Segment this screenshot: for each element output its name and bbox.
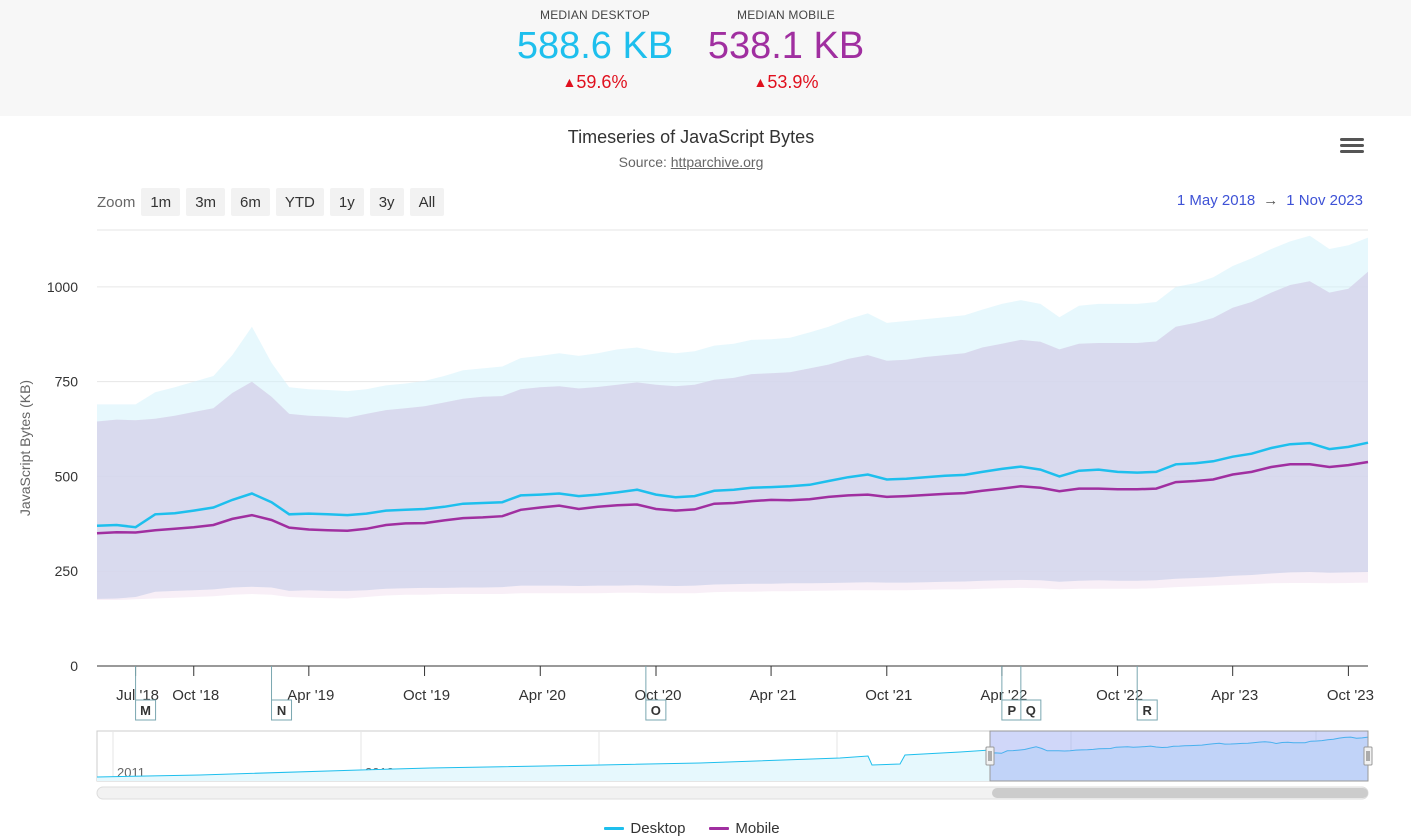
x-tick-label: Oct '18 xyxy=(172,687,219,704)
legend-swatch-mobile xyxy=(709,827,730,830)
x-tick-label: Apr '20 xyxy=(519,687,566,704)
y-tick-label: 500 xyxy=(55,468,79,484)
legend-item-mobile[interactable]: Mobile xyxy=(709,820,780,837)
flag-label[interactable]: M xyxy=(140,703,151,718)
chart-title: Timeseries of JavaScript Bytes xyxy=(567,127,815,147)
x-tick-label: Oct '19 xyxy=(403,687,450,704)
flag-label[interactable]: Q xyxy=(1026,703,1036,718)
zoom-1m-button[interactable]: 1m xyxy=(141,188,181,216)
y-tick-label: 250 xyxy=(55,563,79,579)
up-triangle-icon: ▲ xyxy=(753,74,768,90)
zoom-all-button[interactable]: All xyxy=(409,188,445,216)
legend-item-desktop[interactable]: Desktop xyxy=(604,820,685,837)
x-tick-label: Oct '22 xyxy=(1096,687,1143,704)
mobile-series-line[interactable] xyxy=(96,460,1369,535)
median-mobile-label: MEDIAN MOBILE xyxy=(737,8,835,22)
range-to[interactable]: 1 Nov 2023 xyxy=(1286,192,1363,209)
median-mobile-change-value: 53.9% xyxy=(767,72,819,92)
navigator-selection[interactable] xyxy=(989,730,1369,782)
x-tick-label: Apr '23 xyxy=(1211,687,1258,704)
x-tick-label: Apr '19 xyxy=(287,687,334,704)
flag-box[interactable] xyxy=(645,699,667,721)
legend-label-mobile: Mobile xyxy=(735,820,780,837)
median-desktop-change-value: 59.6% xyxy=(576,72,628,92)
median-desktop-metric: MEDIAN DESKTOP 588.6 KB ▲59.6% xyxy=(505,8,685,93)
chart-subtitle: Source: httparchive.org xyxy=(0,154,1382,170)
zoom-1y-button[interactable]: 1y xyxy=(329,188,364,216)
hamburger-menu-icon[interactable] xyxy=(1340,138,1364,156)
navigator-area xyxy=(97,737,1368,781)
median-desktop-change: ▲59.6% xyxy=(505,72,685,93)
desktop-series-line[interactable] xyxy=(96,441,1369,529)
flag-label[interactable]: O xyxy=(651,703,661,718)
overlap-band xyxy=(97,271,1368,599)
x-tick-label: Oct '21 xyxy=(865,687,912,704)
navigator-left-handle[interactable] xyxy=(985,746,995,766)
y-tick-label: 750 xyxy=(55,374,79,390)
x-tick-label: Apr '21 xyxy=(750,687,797,704)
range-arrow-icon: → xyxy=(1263,192,1279,209)
summary-band: MEDIAN DESKTOP 588.6 KB ▲59.6% MEDIAN MO… xyxy=(0,0,1411,116)
chart-legend: Desktop Mobile xyxy=(0,820,1384,837)
x-tick-label: Oct '23 xyxy=(1327,687,1374,704)
zoom-bar: Zoom 1m 3m 6m YTD 1y 3y All xyxy=(97,188,450,216)
flag-label[interactable]: N xyxy=(277,703,286,718)
flag-box[interactable] xyxy=(135,699,157,721)
flag-label[interactable]: P xyxy=(1008,703,1017,718)
zoom-6m-button[interactable]: 6m xyxy=(231,188,270,216)
legend-label-desktop: Desktop xyxy=(630,820,686,837)
median-desktop-label: MEDIAN DESKTOP xyxy=(540,8,650,22)
y-tick-label: 1000 xyxy=(47,279,78,295)
median-mobile-change: ▲53.9% xyxy=(696,72,876,93)
flag-box[interactable] xyxy=(1136,699,1158,721)
flag-box[interactable] xyxy=(1020,699,1042,721)
date-range-display: 1 May 2018 → 1 Nov 2023 xyxy=(1177,192,1363,209)
zoom-3y-button[interactable]: 3y xyxy=(369,188,404,216)
flag-box[interactable] xyxy=(271,699,293,721)
y-tick-label: 0 xyxy=(70,658,78,674)
legend-swatch-desktop xyxy=(604,827,625,830)
median-mobile-value: 538.1 KB xyxy=(707,25,865,67)
median-desktop-value: 588.6 KB xyxy=(516,25,674,67)
up-triangle-icon: ▲ xyxy=(562,74,577,90)
median-mobile-metric: MEDIAN MOBILE 538.1 KB ▲53.9% xyxy=(696,8,876,93)
zoom-ytd-button[interactable]: YTD xyxy=(275,188,324,216)
y-axis-label: JavaScript Bytes (KB) xyxy=(17,380,33,516)
flag-label[interactable]: R xyxy=(1143,703,1153,718)
navigator-right-handle[interactable] xyxy=(1363,746,1373,766)
chart-subtitle-prefix: Source: xyxy=(618,154,671,170)
source-link[interactable]: httparchive.org xyxy=(670,154,764,170)
zoom-label: Zoom xyxy=(97,193,136,211)
range-from[interactable]: 1 May 2018 xyxy=(1176,192,1256,209)
navigator-scrollbar-thumb[interactable] xyxy=(992,788,1368,798)
zoom-3m-button[interactable]: 3m xyxy=(186,188,226,216)
